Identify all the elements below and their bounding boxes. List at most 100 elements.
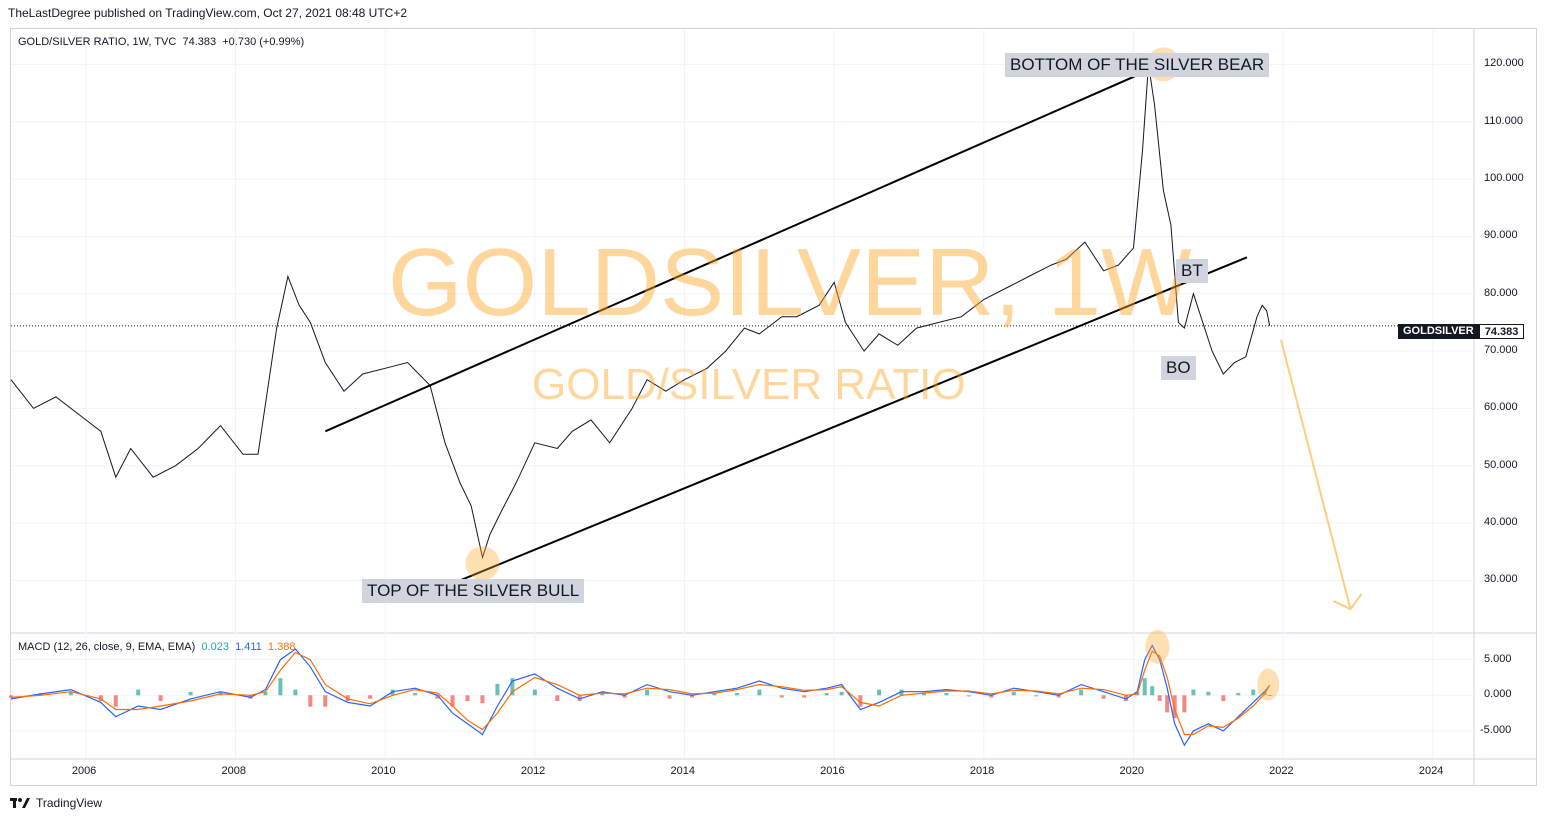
macd-histogram-bar xyxy=(323,695,328,707)
macd-histogram-bar xyxy=(802,695,807,698)
symbol-legend[interactable]: GOLD/SILVER RATIO, 1W, TVC 74.383 +0.730… xyxy=(18,36,304,48)
macd-histogram-bar xyxy=(689,695,694,698)
macd-signal-value: 1.388 xyxy=(267,641,296,653)
price-axis-tick: 60.000 xyxy=(1484,401,1518,414)
macd-axis-tick: -5.000 xyxy=(1480,723,1512,736)
gold-silver-ratio-line xyxy=(10,64,1271,560)
macd-histogram-value: 0.023 xyxy=(201,641,229,653)
annotation-bottom-of-silver-bear[interactable]: BOTTOM OF THE SILVER BEAR xyxy=(1005,53,1270,77)
macd-histogram-bar xyxy=(1206,691,1211,696)
symbol-title: GOLD/SILVER RATIO, 1W, TVC xyxy=(18,36,177,48)
macd-histogram-bar xyxy=(263,691,268,696)
macd-histogram-bar xyxy=(435,695,440,699)
macd-histogram-bar xyxy=(510,678,515,696)
macd-histogram-bar xyxy=(858,695,863,707)
macd-histogram-bar xyxy=(345,695,350,701)
macd-histogram-bar xyxy=(532,689,537,696)
macd-histogram-bar xyxy=(600,693,605,696)
macd-title: MACD (12, 26, close, 9, EMA, EMA) xyxy=(18,641,196,653)
macd-histogram-bar xyxy=(1142,678,1147,696)
macd-histogram-bar xyxy=(1191,689,1196,696)
time-axis-tick: 2008 xyxy=(221,765,246,777)
time-axis-tick: 2018 xyxy=(969,765,995,777)
macd-histogram-bar xyxy=(98,695,103,701)
macd-histogram-bar xyxy=(293,689,298,696)
price-axis-tick: 80.000 xyxy=(1484,286,1518,299)
price-tag-symbol: GOLDSILVER xyxy=(1398,324,1479,339)
silver-bull-top-highlight xyxy=(465,546,500,581)
annotation-bo[interactable]: BO xyxy=(1161,356,1196,380)
macd-histogram-bar xyxy=(1150,686,1155,696)
macd-histogram-bar xyxy=(308,695,313,707)
macd-current-highlight xyxy=(1257,668,1280,701)
macd-histogram-bar xyxy=(622,695,627,698)
macd-peak-highlight xyxy=(1145,629,1170,664)
macd-histogram-bar xyxy=(465,695,470,701)
macd-histogram-bar xyxy=(1101,695,1106,699)
price-change: +0.730 (+0.99%) xyxy=(222,36,305,48)
macd-legend[interactable]: MACD (12, 26, close, 9, EMA, EMA) 0.023 … xyxy=(18,641,295,653)
macd-histogram-bar xyxy=(1034,695,1039,697)
macd-histogram-bar xyxy=(824,693,829,696)
time-axis-tick: 2024 xyxy=(1418,765,1444,777)
macd-histogram-bar xyxy=(899,689,904,696)
macd-histogram-bar xyxy=(68,691,73,696)
macd-line-value: 1.411 xyxy=(235,641,262,653)
last-price-tag: GOLDSILVER 74.383 xyxy=(1398,324,1525,339)
macd-histogram-bar xyxy=(645,689,650,696)
macd-histogram-bar xyxy=(989,695,994,698)
macd-histogram-bar xyxy=(1056,695,1061,698)
projection-arrowhead xyxy=(1333,593,1363,611)
last-price: 74.383 xyxy=(182,36,217,48)
macd-histogram-bar xyxy=(779,695,784,698)
price-axis-tick: 30.000 xyxy=(1484,573,1518,586)
macd-histogram-bar xyxy=(1221,695,1226,701)
price-axis-tick: 70.000 xyxy=(1484,344,1518,357)
macd-histogram-bar xyxy=(1165,695,1170,713)
price-axis-tick: 110.000 xyxy=(1484,114,1523,127)
projection-arrow xyxy=(1279,339,1352,610)
time-axis-tick: 2022 xyxy=(1269,765,1294,777)
tradingview-footer[interactable]: TradingView xyxy=(10,796,102,810)
macd-histogram-bar xyxy=(1182,695,1187,713)
macd-histogram-bar xyxy=(944,693,949,696)
publisher-byline: TheLastDegree published on TradingView.c… xyxy=(8,6,408,20)
time-axis-tick: 2006 xyxy=(71,765,97,777)
chart-frame xyxy=(10,28,1537,786)
time-axis-tick: 2010 xyxy=(371,765,396,777)
price-axis-tick: 120.000 xyxy=(1484,57,1524,70)
macd-histogram-bar xyxy=(188,691,193,696)
macd-histogram-bar xyxy=(278,678,283,696)
macd-histogram-bar xyxy=(413,693,418,696)
macd-histogram-bar xyxy=(9,695,13,698)
macd-histogram-bar xyxy=(450,695,455,707)
macd-histogram-bar xyxy=(1157,695,1162,701)
macd-histogram-bar xyxy=(877,689,882,696)
macd-histogram-bar xyxy=(966,695,971,697)
macd-signal-line xyxy=(10,650,1271,736)
macd-histogram-bar xyxy=(734,693,739,696)
macd-histogram-bar xyxy=(757,689,762,696)
macd-histogram-bar xyxy=(1267,695,1272,697)
macd-histogram-bar xyxy=(1251,689,1256,696)
macd-histogram-bar xyxy=(1172,695,1177,719)
macd-axis-tick: 5.000 xyxy=(1484,652,1512,665)
footer-brand: TradingView xyxy=(36,796,103,810)
channel-lower-trendline xyxy=(459,256,1248,582)
macd-histogram-bar xyxy=(136,689,141,696)
macd-histogram-bar xyxy=(1011,691,1016,696)
time-axis-tick: 2014 xyxy=(670,765,695,777)
annotation-top-of-silver-bull[interactable]: TOP OF THE SILVER BULL xyxy=(362,579,585,603)
price-axis-tick: 40.000 xyxy=(1484,516,1518,529)
macd-histogram-bar xyxy=(495,683,500,696)
macd-histogram-bar xyxy=(158,695,163,701)
time-axis-tick: 2016 xyxy=(820,765,845,777)
tradingview-logo-icon xyxy=(10,798,30,808)
macd-histogram-bar xyxy=(712,693,717,696)
macd-axis-tick: 0.000 xyxy=(1484,688,1512,701)
price-axis-tick: 90.000 xyxy=(1484,229,1518,242)
annotation-bt[interactable]: BT xyxy=(1176,259,1208,283)
macd-histogram-bar xyxy=(113,695,118,707)
macd-histogram-bar xyxy=(1236,693,1241,696)
